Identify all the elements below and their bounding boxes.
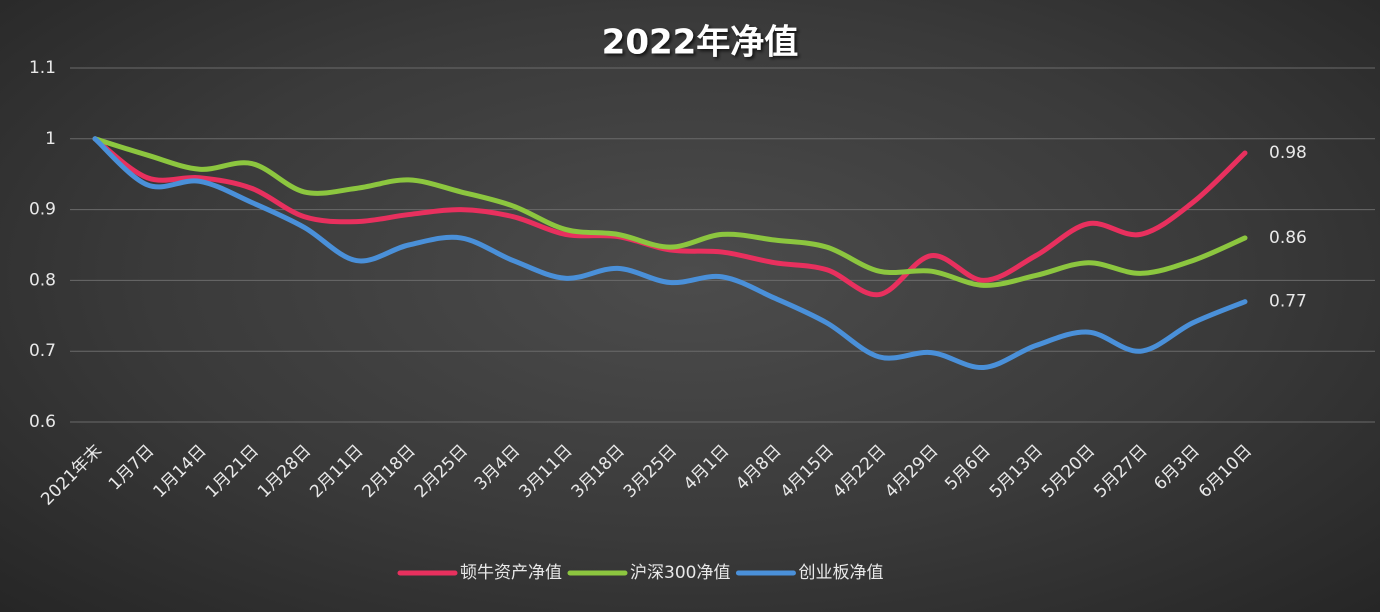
y-tick-label: 1.1 [29,58,56,78]
x-tick-label: 2月25日 [411,441,472,502]
x-tick-label: 3月18日 [568,441,629,502]
end-value-label: 0.86 [1269,228,1307,248]
series-line [92,136,1248,298]
x-tick-label: 1月14日 [149,441,210,502]
x-tick-label: 4月15日 [777,441,838,502]
y-tick-label: 0.7 [29,341,56,361]
x-tick-label: 1月21日 [202,441,263,502]
x-tick-label: 5月13日 [986,441,1047,502]
end-value-label: 0.98 [1269,143,1307,163]
x-tick-label: 2月18日 [359,441,420,502]
x-tick-label: 2月11日 [306,441,367,502]
y-tick-label: 1 [45,129,56,149]
x-tick-label: 1月28日 [254,441,315,502]
y-tick-label: 0.6 [29,412,56,432]
x-tick-label: 4月29日 [881,441,942,502]
end-value-label: 0.77 [1269,292,1307,312]
series-line [92,136,1248,370]
x-tick-label: 3月25日 [620,441,681,502]
x-tick-label: 5月27日 [1090,441,1151,502]
x-tick-label: 3月11日 [515,441,576,502]
x-tick-label: 5月20日 [1038,441,1099,502]
y-tick-label: 0.8 [29,270,56,290]
x-tick-label: 4月1日 [680,441,733,494]
legend-label: 沪深300净值 [630,563,730,583]
series-line [92,136,1248,288]
x-tick-label: 2021年末 [37,441,106,510]
legend-label: 创业板净值 [798,563,883,583]
x-tick-label: 4月22日 [829,441,890,502]
legend-label: 顿牛资产净值 [460,563,562,583]
chart-title: 2022年净值 [602,23,799,63]
x-tick-label: 6月10日 [1195,441,1256,502]
y-tick-label: 0.9 [29,200,56,220]
